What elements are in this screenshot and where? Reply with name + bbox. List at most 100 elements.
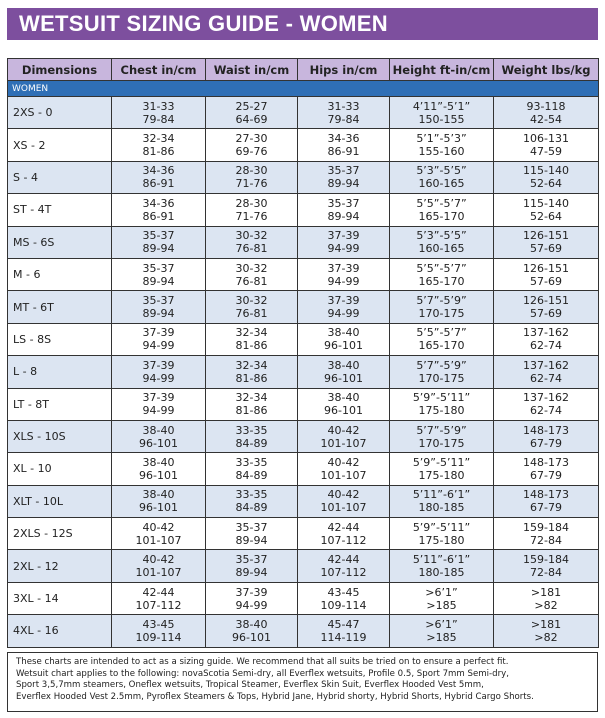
measure-line: 27-30 — [235, 132, 268, 146]
size-cell: XL - 10 — [7, 452, 112, 486]
measure-line: 81-86 — [142, 145, 175, 159]
measure-line: 42-54 — [530, 112, 562, 126]
measure-line: 32-34 — [235, 391, 268, 405]
measure-line: 5’7”-5’9” — [416, 358, 467, 372]
measure-cell: 159-184 72-84 — [493, 517, 599, 551]
measure-line: 101-107 — [135, 566, 182, 580]
measure-cell: 30-32 76-81 — [205, 225, 298, 259]
size-row: LT - 8T 37-39 94-99 32-34 81-86 38-40 96-101 5’… — [7, 387, 599, 421]
measure-line: 81-86 — [235, 371, 268, 385]
size-row: S - 4 34-36 86-91 28-30 71-76 35-37 89-94 5’3”-… — [7, 160, 599, 195]
measure-line: 33-35 — [235, 488, 268, 502]
measure-line: 86-91 — [142, 177, 175, 191]
measure-cell: >6’1” >185 — [389, 581, 494, 616]
size-cell: MT - 6T — [7, 290, 112, 324]
measure-cell: 137-162 62-74 — [493, 387, 599, 421]
measure-line: 34-36 — [142, 164, 175, 178]
measure-cell: 35-37 89-94 — [297, 193, 390, 227]
measure-line: 126-151 — [523, 229, 569, 243]
measure-line: 89-94 — [142, 274, 175, 288]
measure-line: 96-101 — [324, 404, 363, 418]
measure-line: 38-40 — [142, 488, 175, 502]
measure-line: 148-173 — [523, 488, 569, 502]
measure-cell: 38-40 96-101 — [111, 452, 206, 486]
size-cell: 3XL - 14 — [7, 581, 112, 616]
measure-cell: 34-36 86-91 — [297, 128, 390, 162]
size-row: XLS - 10S 38-40 96-101 33-35 84-89 40-42 101-1… — [7, 419, 599, 454]
measure-line: 67-79 — [530, 468, 562, 482]
measure-line: 94-99 — [142, 404, 175, 418]
header-cell: Weight lbs/kg — [493, 58, 599, 81]
measure-line: 5’1”-5’3” — [416, 132, 467, 146]
measure-line: 5’7”-5’9” — [416, 423, 467, 437]
measure-line: 40-42 — [327, 423, 360, 437]
measure-line: 175-180 — [418, 533, 465, 547]
measure-line: 76-81 — [235, 274, 268, 288]
measure-cell: 42-44 107-112 — [297, 549, 390, 583]
measure-cell: 126-151 57-69 — [493, 290, 599, 324]
measure-line: 34-36 — [142, 196, 175, 210]
measure-line: 5’9”-5’11” — [412, 520, 471, 534]
header-cell: Waist in/cm — [205, 58, 298, 81]
measure-cell: 40-42 101-107 — [297, 484, 390, 519]
measure-cell: 43-45 109-114 — [297, 581, 390, 616]
measure-line: 35-37 — [235, 553, 268, 567]
measure-cell: 25-27 64-69 — [205, 95, 298, 130]
measure-cell: 148-173 67-79 — [493, 452, 599, 486]
measure-line: 89-94 — [235, 533, 268, 547]
measure-line: 107-112 — [320, 566, 367, 580]
header-row: Dimensions Chest in/cm Waist in/cm Hips in/… — [7, 58, 599, 81]
measure-line: 71-76 — [235, 177, 268, 191]
measure-cell: 5’9”-5’11” 175-180 — [389, 452, 494, 486]
measure-line: >82 — [534, 598, 558, 612]
measure-line: 101-107 — [320, 468, 367, 482]
measure-cell: 4’11”-5’1” 150-155 — [389, 95, 494, 130]
measure-cell: 38-40 96-101 — [297, 355, 390, 389]
size-cell: 2XS - 0 — [7, 95, 112, 130]
header-cell: Chest in/cm — [111, 58, 206, 81]
measure-cell: 38-40 96-101 — [205, 614, 298, 648]
measure-cell: 32-34 81-86 — [111, 128, 206, 162]
measure-line: 42-44 — [327, 553, 360, 567]
measure-line: 159-184 — [523, 520, 569, 534]
measure-line: 38-40 — [327, 358, 360, 372]
measure-line: 37-39 — [142, 391, 175, 405]
measure-line: 45-47 — [327, 617, 360, 631]
measure-line: 76-81 — [235, 307, 268, 321]
measure-line: 170-175 — [418, 371, 465, 385]
measure-cell: 30-32 76-81 — [205, 290, 298, 324]
measure-line: 94-99 — [327, 242, 360, 256]
measure-line: 79-84 — [142, 112, 175, 126]
measure-cell: 40-42 101-107 — [111, 549, 206, 583]
measure-cell: 137-162 62-74 — [493, 322, 599, 357]
measure-cell: 34-36 86-91 — [111, 193, 206, 227]
measure-cell: 126-151 57-69 — [493, 225, 599, 259]
measure-cell: 34-36 86-91 — [111, 160, 206, 195]
measure-cell: 5’9”-5’11” 175-180 — [389, 517, 494, 551]
measure-cell: >6’1” >185 — [389, 614, 494, 648]
measure-line: 159-184 — [523, 553, 569, 567]
measure-line: 89-94 — [142, 242, 175, 256]
measure-cell: 33-35 84-89 — [205, 484, 298, 519]
measure-cell: 37-39 94-99 — [297, 257, 390, 292]
measure-line: 155-160 — [418, 145, 465, 159]
measure-line: 57-69 — [530, 274, 562, 288]
measure-cell: 5’1”-5’3” 155-160 — [389, 128, 494, 162]
measure-cell: 37-39 94-99 — [205, 581, 298, 616]
measure-line: 40-42 — [142, 553, 175, 567]
measure-line: 40-42 — [327, 455, 360, 469]
measure-line: 38-40 — [142, 423, 175, 437]
measure-line: 115-140 — [523, 164, 569, 178]
measure-line: 5’5”-5’7” — [416, 326, 467, 340]
measure-cell: 37-39 94-99 — [111, 322, 206, 357]
measure-line: 37-39 — [142, 358, 175, 372]
size-cell: MS - 6S — [7, 225, 112, 259]
measure-line: >185 — [426, 630, 457, 644]
measure-cell: 40-42 101-107 — [111, 517, 206, 551]
measure-line: 32-34 — [235, 326, 268, 340]
measure-cell: 37-39 94-99 — [297, 225, 390, 259]
measure-line: 148-173 — [523, 455, 569, 469]
size-row: 2XS - 0 31-33 79-84 25-27 64-69 31-33 79-84 4’1… — [7, 95, 599, 130]
measure-cell: 5’7”-5’9” 170-175 — [389, 290, 494, 324]
measure-cell: 5’11”-6’1” 180-185 — [389, 549, 494, 583]
